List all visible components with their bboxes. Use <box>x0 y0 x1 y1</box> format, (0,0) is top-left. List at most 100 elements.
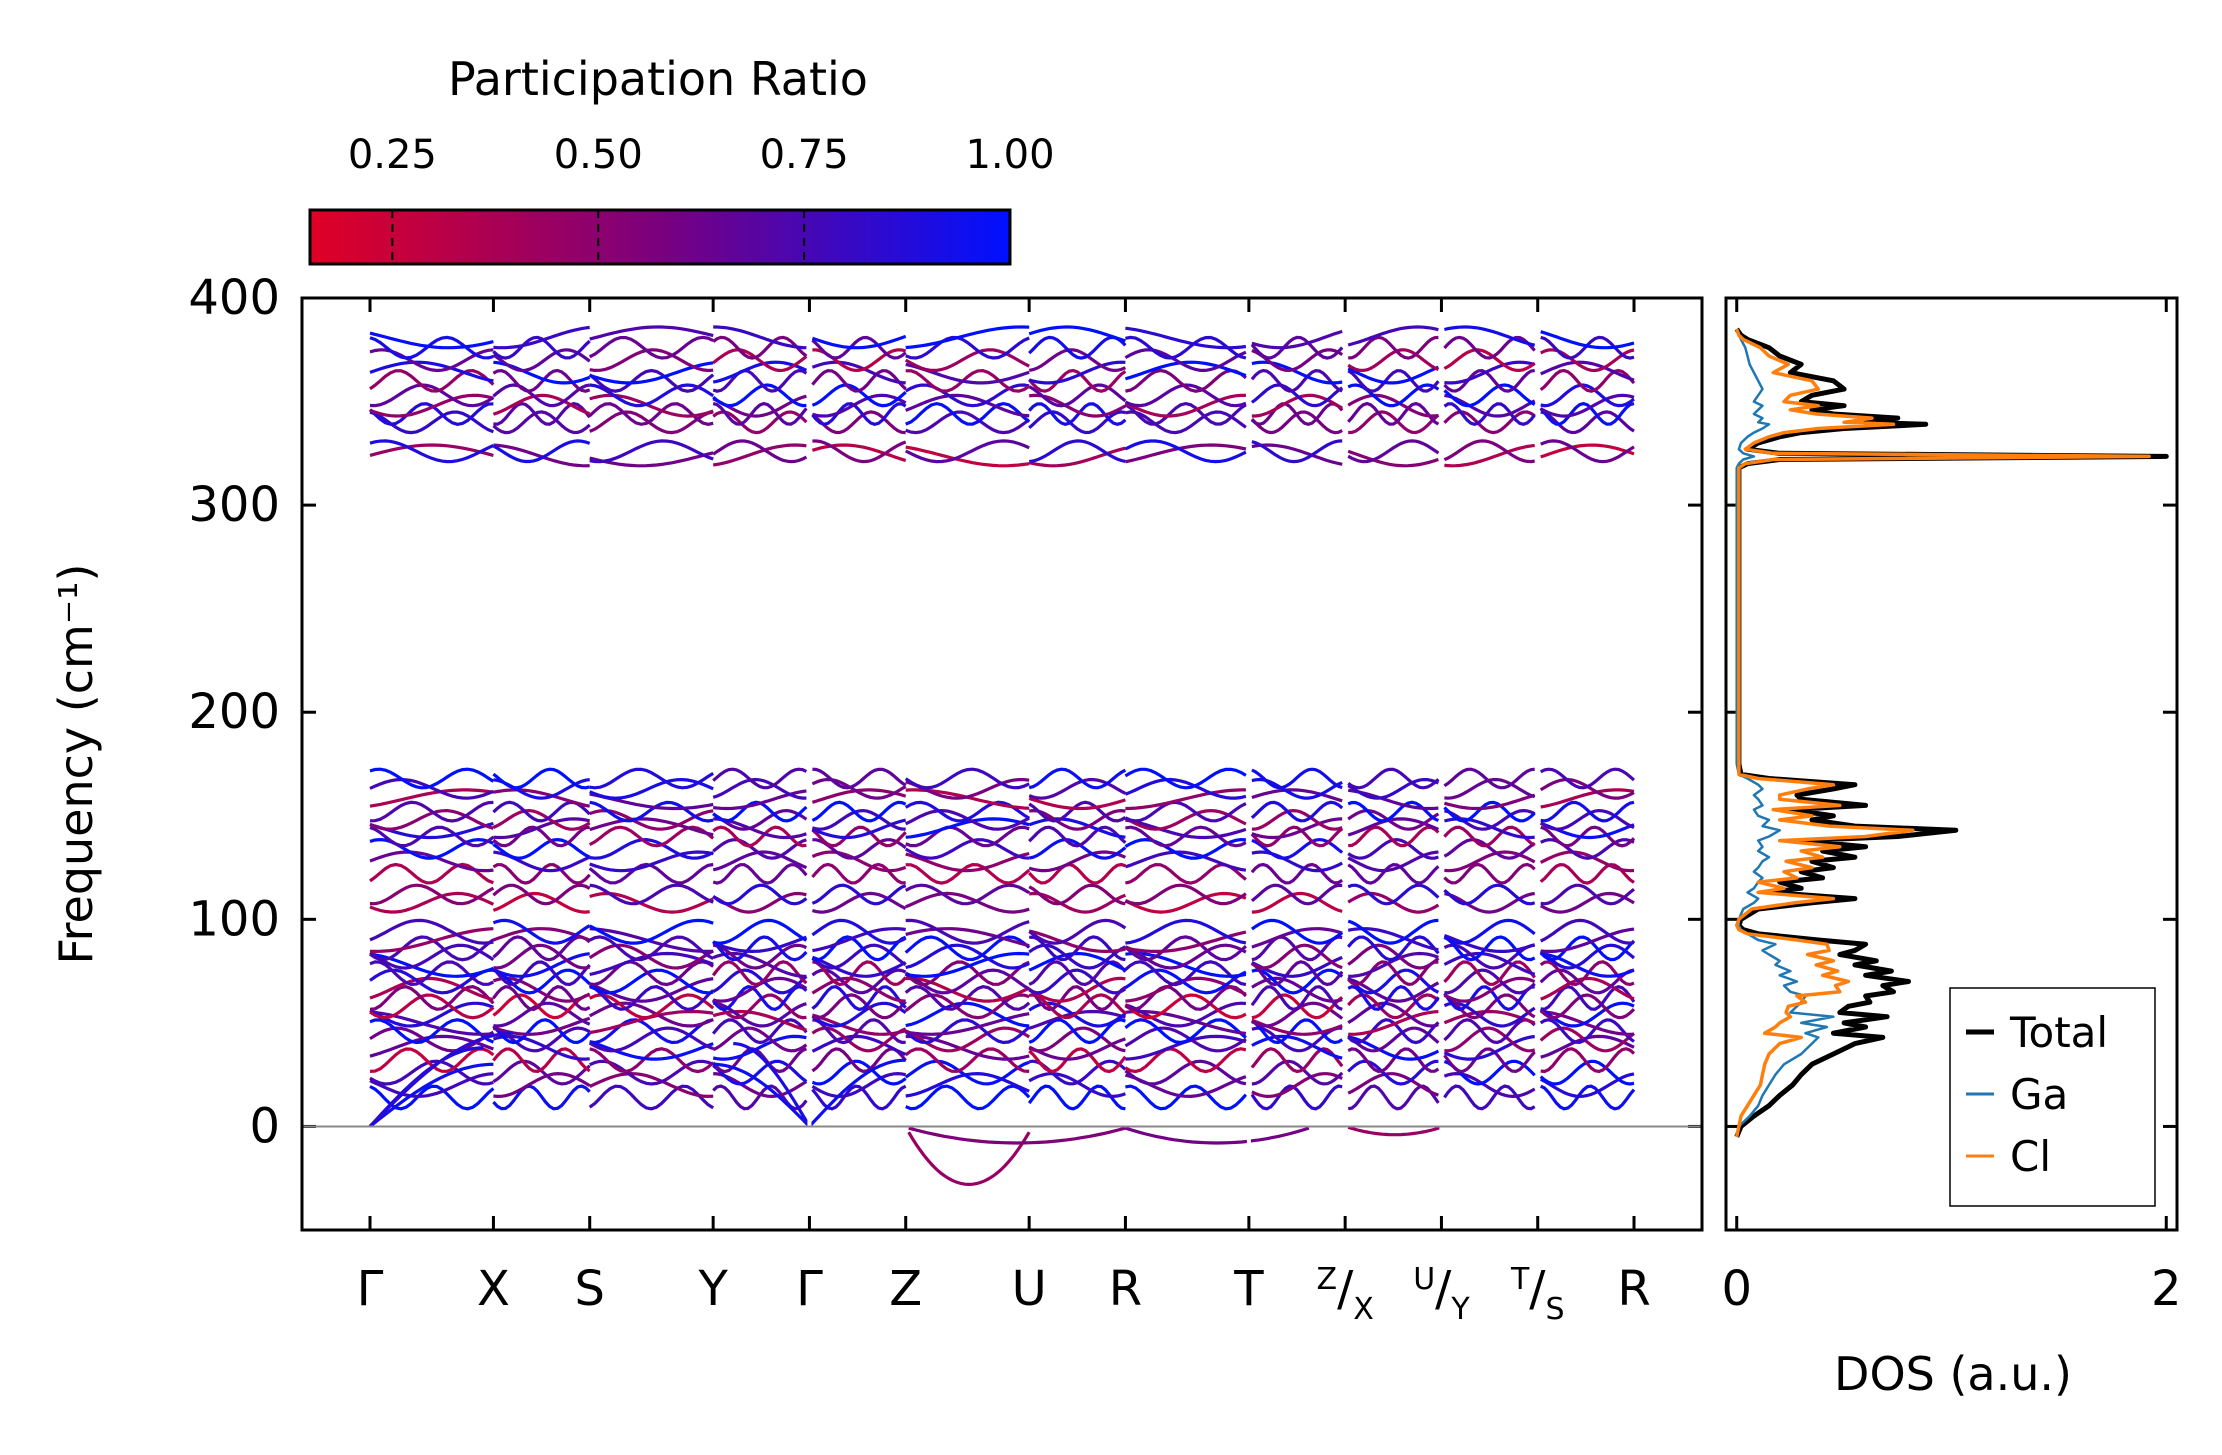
phonon-branch <box>712 935 808 962</box>
phonon-branch <box>1347 918 1439 945</box>
phonon-branch <box>589 883 714 906</box>
phonon-branch <box>712 777 807 800</box>
phonon-branch <box>905 410 1031 435</box>
phonon-branch <box>492 808 591 831</box>
phonon-branch <box>1347 1059 1439 1086</box>
phonon-branch <box>811 1034 907 1056</box>
phonon-branch <box>811 976 906 1003</box>
imaginary-branch <box>907 1131 1031 1187</box>
phonon-branch <box>492 883 591 906</box>
phonon-branch <box>492 393 591 416</box>
high-symmetry-labels: Γ X S Y Γ Z U R T Z/X U/Y T/S R <box>357 1261 1651 1327</box>
phonon-branch <box>1540 330 1635 350</box>
colorbar-tick-label: 0.75 <box>760 132 849 178</box>
phonon-branch <box>588 968 714 995</box>
phonon-branch <box>1347 808 1440 831</box>
phonon-branch <box>589 935 714 962</box>
phonon-branch <box>492 985 591 1012</box>
phonon-branch <box>712 863 808 885</box>
phonon-branch <box>811 993 907 1020</box>
phonon-branch <box>1124 767 1247 790</box>
phonon-branch <box>1028 360 1126 385</box>
phonon-branch <box>589 348 714 373</box>
phonon-branch <box>713 789 807 811</box>
phonon-branch <box>1028 929 1126 954</box>
phonon-branch <box>1443 348 1536 373</box>
phonon-branch <box>589 1059 714 1086</box>
phonon-branch <box>1124 439 1247 464</box>
phonon-branch <box>712 918 808 945</box>
phonon-branch <box>712 348 808 373</box>
phonon-branch <box>1124 1001 1246 1028</box>
phonon-branch <box>713 325 807 350</box>
phonon-branch <box>1444 360 1536 385</box>
phonon-branch <box>1443 825 1536 848</box>
phonon-branch <box>1347 1001 1439 1028</box>
phonon-branch <box>1251 850 1343 873</box>
phonon-branch <box>1251 817 1343 840</box>
phonon-branch <box>492 1026 591 1053</box>
phonon-branch <box>712 360 808 384</box>
band-lines <box>368 325 1636 1187</box>
phonon-branch <box>1028 348 1127 373</box>
phonon-branch <box>1028 446 1126 468</box>
phonon-branch <box>1028 796 1126 811</box>
phonon-branch <box>369 368 495 393</box>
phonon-branch <box>1539 862 1635 885</box>
colorbar-tick-label: 0.25 <box>348 132 437 178</box>
phonon-branch <box>1124 960 1247 987</box>
phonon-branch <box>905 368 1031 393</box>
phonon-branch <box>1539 993 1636 1020</box>
phonon-branch <box>1251 1059 1344 1086</box>
phonon-branch <box>1443 862 1536 885</box>
phonon-branch <box>1251 329 1343 350</box>
phonon-branch <box>492 935 591 962</box>
phonon-branch <box>1124 993 1247 1020</box>
phonon-branch <box>589 993 715 1020</box>
phonon-branch <box>1028 335 1127 360</box>
phonon-branch <box>1250 960 1344 987</box>
phonon-branch <box>904 439 1030 464</box>
phonon-branch <box>811 918 907 945</box>
phonon-branch <box>1347 985 1440 1011</box>
phonon-branch <box>904 348 1030 372</box>
phonon-branch <box>1251 1034 1343 1060</box>
phonon-branch <box>589 817 714 837</box>
phonon-branch <box>904 960 1030 987</box>
phonon-branch <box>589 1040 714 1061</box>
phonon-branch <box>369 883 495 906</box>
acoustic-branch <box>713 1062 811 1128</box>
phonon-branch <box>905 927 1030 948</box>
dos-legend: Total Ga Cl <box>1949 987 2156 1207</box>
legend-label: Ga <box>2010 1070 2068 1119</box>
high-symmetry-label: Γ <box>796 1261 823 1317</box>
phonon-branch <box>811 862 906 885</box>
phonon-branch <box>492 368 591 393</box>
phonon-branch <box>811 883 907 906</box>
phonon-branch <box>1124 800 1247 823</box>
phonon-branch <box>1028 800 1127 823</box>
phonon-branch <box>905 401 1031 426</box>
phonon-branch <box>1443 1034 1535 1061</box>
phonon-branch <box>712 443 807 467</box>
phonon-branch <box>1251 955 1343 978</box>
phonon-branch <box>589 439 714 464</box>
phonon-branch <box>589 850 714 873</box>
phonon-branch <box>589 927 714 954</box>
phonon-branch <box>369 331 494 350</box>
dos-series-cl <box>1734 328 2151 1138</box>
phonon-branch <box>1348 410 1440 435</box>
phonon-branch <box>811 1026 907 1053</box>
phonon-branch <box>1444 325 1536 347</box>
phonon-branch <box>1125 443 1247 464</box>
phonon-branch <box>712 968 808 995</box>
phonon-branch <box>1347 767 1440 790</box>
phonon-branch <box>711 1018 808 1045</box>
phonon-branch <box>904 883 1031 906</box>
phonon-branch <box>369 1018 495 1045</box>
phonon-branch <box>492 383 591 408</box>
phonon-branch <box>589 451 714 468</box>
band-axis-ticks: 0 100 200 300 400 <box>188 270 1702 1230</box>
phonon-branch <box>369 383 495 408</box>
phonon-branch <box>1540 1047 1636 1074</box>
